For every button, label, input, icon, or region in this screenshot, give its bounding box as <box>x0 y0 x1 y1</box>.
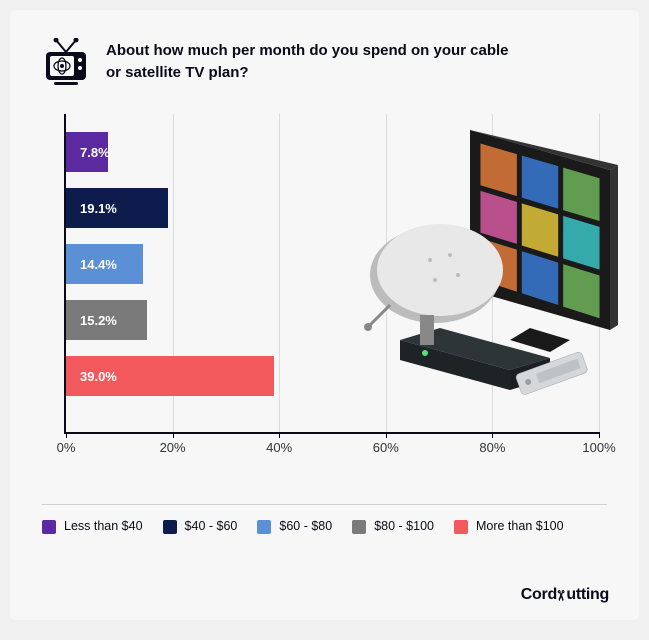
header: About how much per month do you spend on… <box>42 38 607 86</box>
legend-swatch <box>257 520 271 534</box>
chart-bar: 39.0% <box>66 356 274 396</box>
brand-right: utting <box>566 586 609 604</box>
legend-swatch <box>163 520 177 534</box>
legend-item: Less than $40 <box>42 519 143 534</box>
legend-label: $40 - $60 <box>185 519 238 533</box>
chart-bar: 19.1% <box>66 188 168 228</box>
legend-swatch <box>454 520 468 534</box>
legend-label: More than $100 <box>476 519 564 533</box>
chart-plot-area: 0%20%40%60%80%100%7.8%19.1%14.4%15.2%39.… <box>64 114 599 434</box>
legend-label: $60 - $80 <box>279 519 332 533</box>
chart-legend: Less than $40 $40 - $60 $60 - $80 $80 - $10… <box>42 504 607 534</box>
brand-logo: Cord✂utting <box>521 586 609 604</box>
chart-tick-notch <box>492 432 493 438</box>
chart-gridline <box>599 114 600 432</box>
chart-bar: 15.2% <box>66 300 147 340</box>
chart-tick-notch <box>386 432 387 438</box>
scissors-icon: ✂ <box>552 589 569 600</box>
legend-swatch <box>42 520 56 534</box>
chart-tick-notch <box>66 432 67 438</box>
chart-tick-notch <box>599 432 600 438</box>
chart-bar: 14.4% <box>66 244 143 284</box>
chart-gridline <box>492 114 493 432</box>
legend-item: $80 - $100 <box>352 519 434 534</box>
legend-label: Less than $40 <box>64 519 143 533</box>
chart-x-tick: 80% <box>479 440 505 455</box>
legend-item: $60 - $80 <box>257 519 332 534</box>
chart-bar: 7.8% <box>66 132 108 172</box>
chart-x-tick: 0% <box>57 440 76 455</box>
chart-title: About how much per month do you spend on… <box>106 38 526 84</box>
chart-x-tick: 60% <box>373 440 399 455</box>
chart-gridline <box>386 114 387 432</box>
legend-item: More than $100 <box>454 519 564 534</box>
chart-tick-notch <box>173 432 174 438</box>
chart-x-tick: 100% <box>582 440 615 455</box>
chart-gridline <box>279 114 280 432</box>
tv-satellite-icon <box>42 38 90 86</box>
chart-x-tick: 20% <box>160 440 186 455</box>
chart: 0%20%40%60%80%100%7.8%19.1%14.4%15.2%39.… <box>42 114 607 474</box>
legend-item: $40 - $60 <box>163 519 238 534</box>
legend-label: $80 - $100 <box>374 519 434 533</box>
chart-x-tick: 40% <box>266 440 292 455</box>
chart-tick-notch <box>279 432 280 438</box>
legend-swatch <box>352 520 366 534</box>
infographic-card: About how much per month do you spend on… <box>10 10 639 620</box>
